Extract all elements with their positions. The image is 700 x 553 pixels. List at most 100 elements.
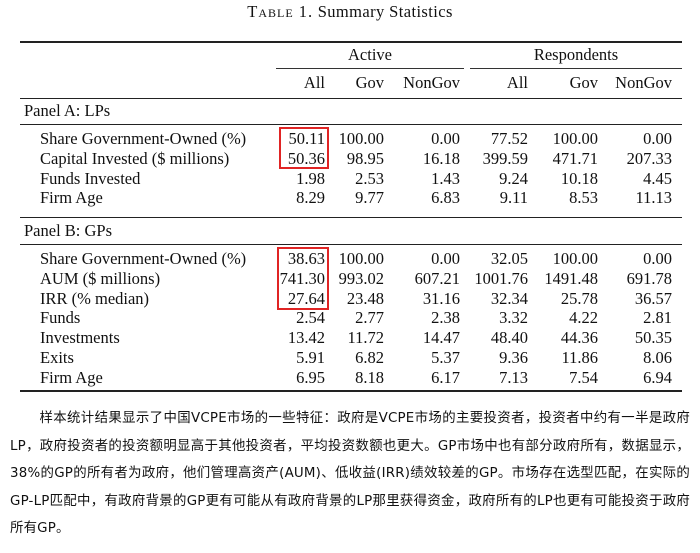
- table-cell: 25.78: [560, 288, 598, 308]
- table-cell: 607.21: [414, 268, 460, 288]
- table-cell: 1001.76: [474, 268, 528, 288]
- table-cell: 0.00: [431, 249, 460, 268]
- table-cell: 6.17: [431, 367, 460, 387]
- row-label: Capital Invested ($ millions): [40, 148, 230, 168]
- table-cell: 0.00: [643, 249, 672, 268]
- table-cell: 4.22: [569, 308, 598, 328]
- table-cell: 1.43: [431, 168, 460, 188]
- table-cell: 6.94: [643, 367, 672, 387]
- table-cell: 7.54: [569, 367, 598, 387]
- table-cell: 11.72: [347, 328, 384, 348]
- table-cell: 2.81: [643, 308, 672, 328]
- column-header: Gov: [355, 73, 384, 92]
- table-cell: 13.42: [287, 328, 325, 348]
- table-cell: 399.59: [482, 148, 528, 168]
- table-cell: 98.95: [346, 148, 384, 168]
- table-caption-title: Summary Statistics: [317, 2, 453, 21]
- table-cell: 9.24: [499, 168, 528, 188]
- table-cell: 100.00: [552, 249, 598, 268]
- row-label: Firm Age: [40, 367, 103, 387]
- row-label: Firm Age: [40, 188, 103, 208]
- table-cell: 4.45: [643, 168, 672, 188]
- group-rule-active: [276, 68, 464, 69]
- table-cell: 2.77: [355, 308, 384, 328]
- panel-divider: [20, 217, 682, 218]
- table-cell: 14.47: [422, 328, 460, 348]
- table-cell: 27.64: [287, 288, 325, 308]
- table-cell: 44.36: [560, 328, 598, 348]
- column-header: NonGov: [615, 73, 672, 92]
- panel-rule-b: [20, 244, 682, 245]
- panel-title: Panel B: GPs: [24, 221, 113, 240]
- table-cell: 2.54: [296, 308, 325, 328]
- table-cell: 38.63: [287, 249, 325, 268]
- table-cell: 10.18: [560, 168, 598, 188]
- table-cell: 741.30: [279, 268, 325, 288]
- table-cell: 11.86: [561, 348, 598, 367]
- row-label: Funds Invested: [40, 168, 141, 188]
- row-label: Share Government-Owned (%): [40, 249, 247, 268]
- table-caption: Table 1. Summary Statistics: [0, 2, 700, 22]
- panel-rule-a: [20, 124, 682, 125]
- table-cell: 9.36: [499, 348, 528, 367]
- row-label: IRR (% median): [40, 288, 150, 308]
- table-cell: 691.78: [626, 268, 672, 288]
- highlight-box-gp: [277, 247, 329, 310]
- row-label: Funds: [40, 308, 81, 328]
- bottom-rule: [20, 390, 682, 392]
- table-cell: 77.52: [490, 129, 528, 148]
- table-cell: 471.71: [552, 148, 598, 168]
- table-cell: 5.91: [296, 348, 325, 367]
- table-cell: 8.53: [569, 188, 598, 208]
- table-cell: 100.00: [338, 249, 384, 268]
- table-cell: 1491.48: [544, 268, 598, 288]
- group-rule-respondents: [470, 68, 682, 69]
- table-cell: 31.16: [422, 288, 460, 308]
- table-cell: 0.00: [643, 129, 672, 148]
- table-cell: 16.18: [422, 148, 460, 168]
- table-cell: 7.13: [499, 367, 528, 387]
- table-cell: 100.00: [552, 129, 598, 148]
- table-cell: 50.11: [288, 129, 325, 148]
- table-cell: 1.98: [296, 168, 325, 188]
- table-caption-label: Table 1.: [247, 2, 314, 21]
- table-cell: 36.57: [634, 288, 672, 308]
- table-cell: 207.33: [626, 148, 672, 168]
- table-cell: 8.06: [643, 348, 672, 367]
- table-cell: 50.36: [287, 148, 325, 168]
- row-label: Investments: [40, 328, 120, 348]
- table-cell: 50.35: [634, 328, 672, 348]
- column-header: All: [303, 73, 325, 92]
- top-rule: [20, 41, 682, 43]
- table-cell: 3.32: [499, 308, 528, 328]
- column-header: NonGov: [403, 73, 460, 92]
- table-cell: 0.00: [431, 129, 460, 148]
- row-label: Share Government-Owned (%): [40, 129, 247, 148]
- table-cell: 11.13: [635, 188, 672, 208]
- table-cell: 2.53: [355, 168, 384, 188]
- table-cell: 9.77: [355, 188, 384, 208]
- table-cell: 9.11: [499, 188, 528, 208]
- group-header-active: Active: [348, 45, 392, 64]
- table-cell: 2.38: [431, 308, 460, 328]
- header-rule: [20, 98, 682, 99]
- table-cell: 8.29: [296, 188, 325, 208]
- table-cell: 32.34: [490, 288, 528, 308]
- column-header: All: [506, 73, 528, 92]
- table-cell: 993.02: [338, 268, 384, 288]
- row-label: Exits: [40, 348, 74, 367]
- table-cell: 23.48: [346, 288, 384, 308]
- highlight-box-lp: [279, 127, 329, 169]
- row-label: AUM ($ millions): [40, 268, 161, 288]
- table-cell: 6.83: [431, 188, 460, 208]
- table-cell: 6.95: [296, 367, 325, 387]
- table-cell: 100.00: [338, 129, 384, 148]
- column-header: Gov: [569, 73, 598, 92]
- table-cell: 8.18: [355, 367, 384, 387]
- table-cell: 6.82: [355, 348, 384, 367]
- body-paragraph: 样本统计结果显示了中国VCPE市场的一些特征：政府是VCPE市场的主要投资者，投…: [10, 411, 690, 536]
- table-cell: 5.37: [431, 348, 460, 367]
- group-header-respondents: Respondents: [533, 45, 619, 64]
- table-cell: 48.40: [490, 328, 528, 348]
- panel-title: Panel A: LPs: [24, 101, 111, 120]
